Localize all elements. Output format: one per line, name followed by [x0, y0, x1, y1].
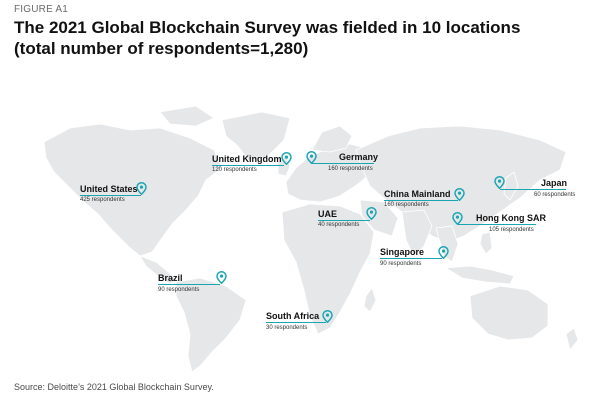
title-line-2: (total number of respondents=1,280)	[14, 39, 309, 58]
indonesia-shape	[444, 265, 515, 285]
location-respondents: 40 respondents	[318, 222, 360, 228]
madagascar-shape	[363, 287, 377, 313]
location-name: Japan	[541, 178, 568, 188]
location-pin-icon	[306, 151, 317, 164]
location-respondents: 160 respondents	[384, 202, 429, 208]
page-title: The 2021 Global Blockchain Survey was fi…	[14, 17, 604, 59]
leader-line	[266, 322, 326, 323]
japan-shape	[503, 171, 519, 201]
uk-shape	[277, 155, 291, 177]
leader-line	[212, 165, 284, 166]
philippines-shape	[479, 231, 493, 255]
leader-line	[384, 200, 458, 201]
north-america-shape	[43, 123, 223, 257]
south-america-shape	[175, 277, 247, 373]
location-name: UAE	[318, 209, 338, 219]
location-name: Hong Kong SAR	[476, 213, 546, 223]
figure-label: FIGURE A1	[14, 4, 69, 15]
leader-line	[312, 163, 374, 164]
australia-shape	[469, 285, 549, 341]
location-name: United Kingdom	[212, 154, 282, 164]
location-pin-icon	[322, 310, 333, 323]
location-pin-icon	[136, 182, 147, 195]
location-pin-icon	[281, 152, 292, 165]
arctic-islands-shape	[159, 105, 215, 127]
southeast-asia-shape	[435, 225, 459, 263]
location-pin-icon	[438, 246, 449, 259]
location-pin-icon	[216, 271, 227, 284]
leader-line	[458, 224, 536, 225]
location-respondents: 60 respondents	[534, 192, 576, 198]
arabia-shape	[359, 199, 399, 237]
leader-line	[380, 258, 442, 259]
leader-line	[158, 284, 220, 285]
leader-line	[318, 220, 370, 221]
location-name: Singapore	[380, 247, 425, 257]
leader-line	[80, 195, 141, 196]
africa-shape	[281, 203, 375, 335]
leader-line	[500, 189, 566, 190]
central-america-shape	[139, 255, 177, 285]
location-pin-icon	[454, 188, 465, 201]
location-name: United States	[80, 184, 138, 194]
location-pin-icon	[366, 207, 377, 220]
location-respondents: 105 respondents	[489, 227, 534, 233]
location-respondents: 425 respondents	[80, 197, 125, 203]
new-zealand-shape	[565, 327, 579, 351]
title-line-1: The 2021 Global Blockchain Survey was fi…	[14, 18, 521, 37]
location-pin-icon	[452, 212, 463, 225]
location-respondents: 160 respondents	[328, 166, 373, 172]
location-name: China Mainland	[384, 189, 451, 199]
greenland-shape	[221, 111, 291, 161]
scandinavia-shape	[311, 125, 353, 153]
location-respondents: 120 respondents	[212, 167, 257, 173]
location-respondents: 90 respondents	[380, 261, 422, 267]
location-name: Brazil	[158, 273, 183, 283]
location-pin-icon	[494, 176, 505, 189]
india-shape	[401, 209, 433, 257]
location-name: South Africa	[266, 311, 320, 321]
location-respondents: 30 respondents	[266, 325, 308, 331]
land-masses	[43, 105, 579, 373]
location-respondents: 90 respondents	[158, 287, 200, 293]
source-note: Source: Deloitte’s 2021 Global Blockchai…	[14, 382, 214, 392]
location-name: Germany	[339, 152, 379, 162]
